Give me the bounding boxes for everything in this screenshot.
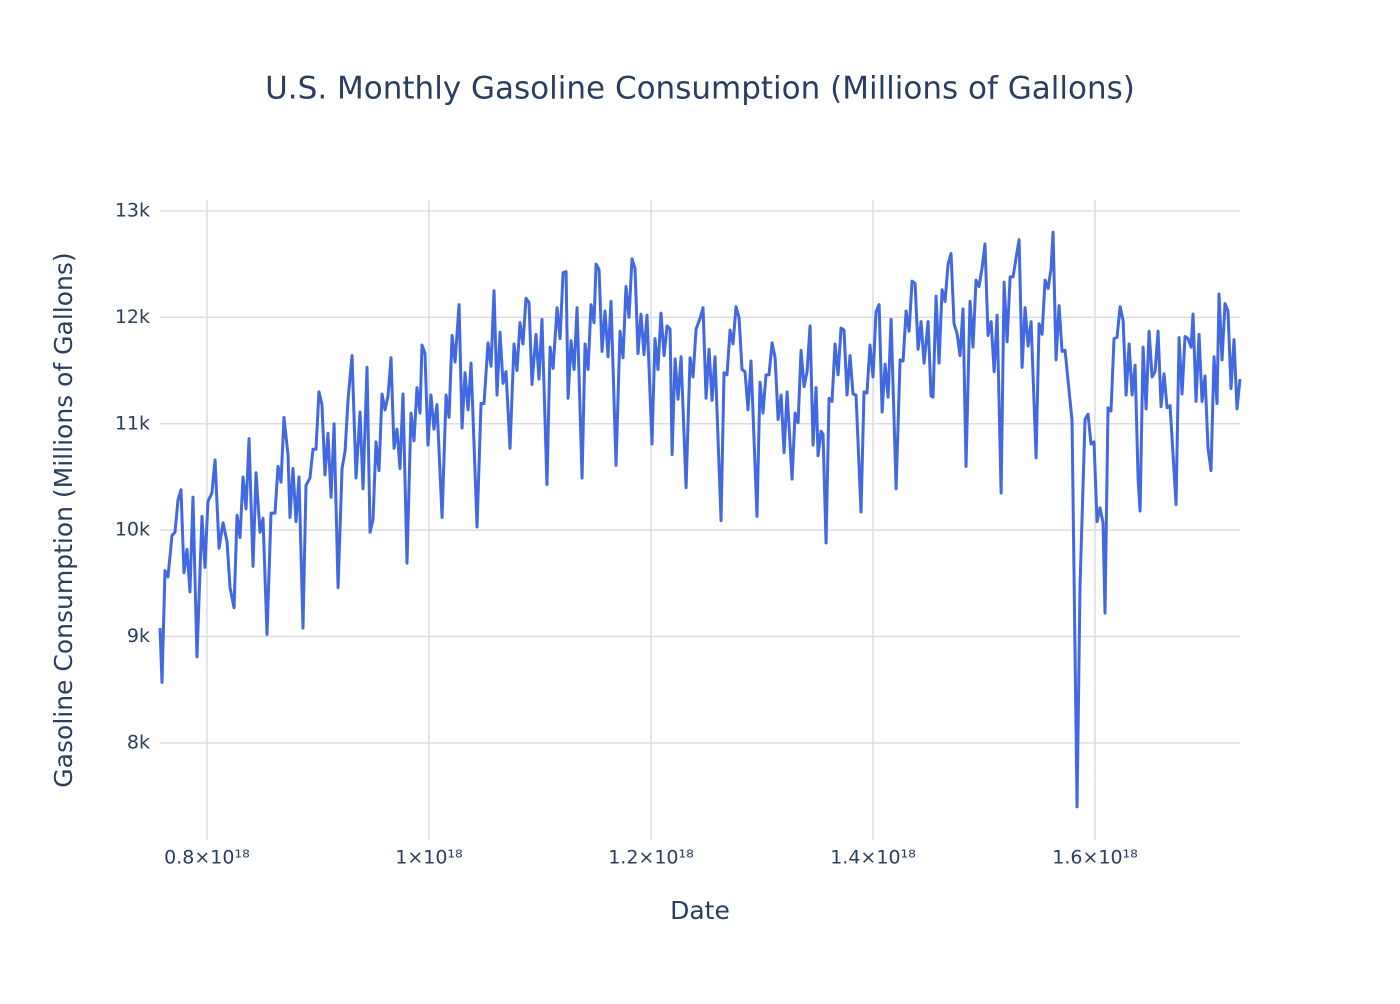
- y-axis-title: Gasoline Consumption (Millions of Gallon…: [49, 252, 78, 787]
- y-tick-label: 10k: [115, 519, 150, 541]
- y-tick-label: 11k: [115, 412, 150, 434]
- mark-layer: [158, 230, 1242, 809]
- x-tick-label: 1.4×10¹⁸: [830, 847, 916, 869]
- y-tick-label: 8k: [127, 731, 150, 753]
- x-tick-label: 1×10¹⁸: [395, 847, 462, 869]
- y-tick-label: 9k: [127, 625, 150, 647]
- y-tick-label: 13k: [115, 199, 150, 221]
- x-tick-label: 1.6×10¹⁸: [1052, 847, 1138, 869]
- x-tick-label: 0.8×10¹⁸: [164, 847, 250, 869]
- x-axis-title: Date: [670, 896, 730, 925]
- chart-title: U.S. Monthly Gasoline Consumption (Milli…: [265, 71, 1135, 107]
- y-tick-label: 12k: [115, 306, 150, 328]
- x-tick-label: 1.2×10¹⁸: [608, 847, 694, 869]
- data-line: [158, 230, 1242, 809]
